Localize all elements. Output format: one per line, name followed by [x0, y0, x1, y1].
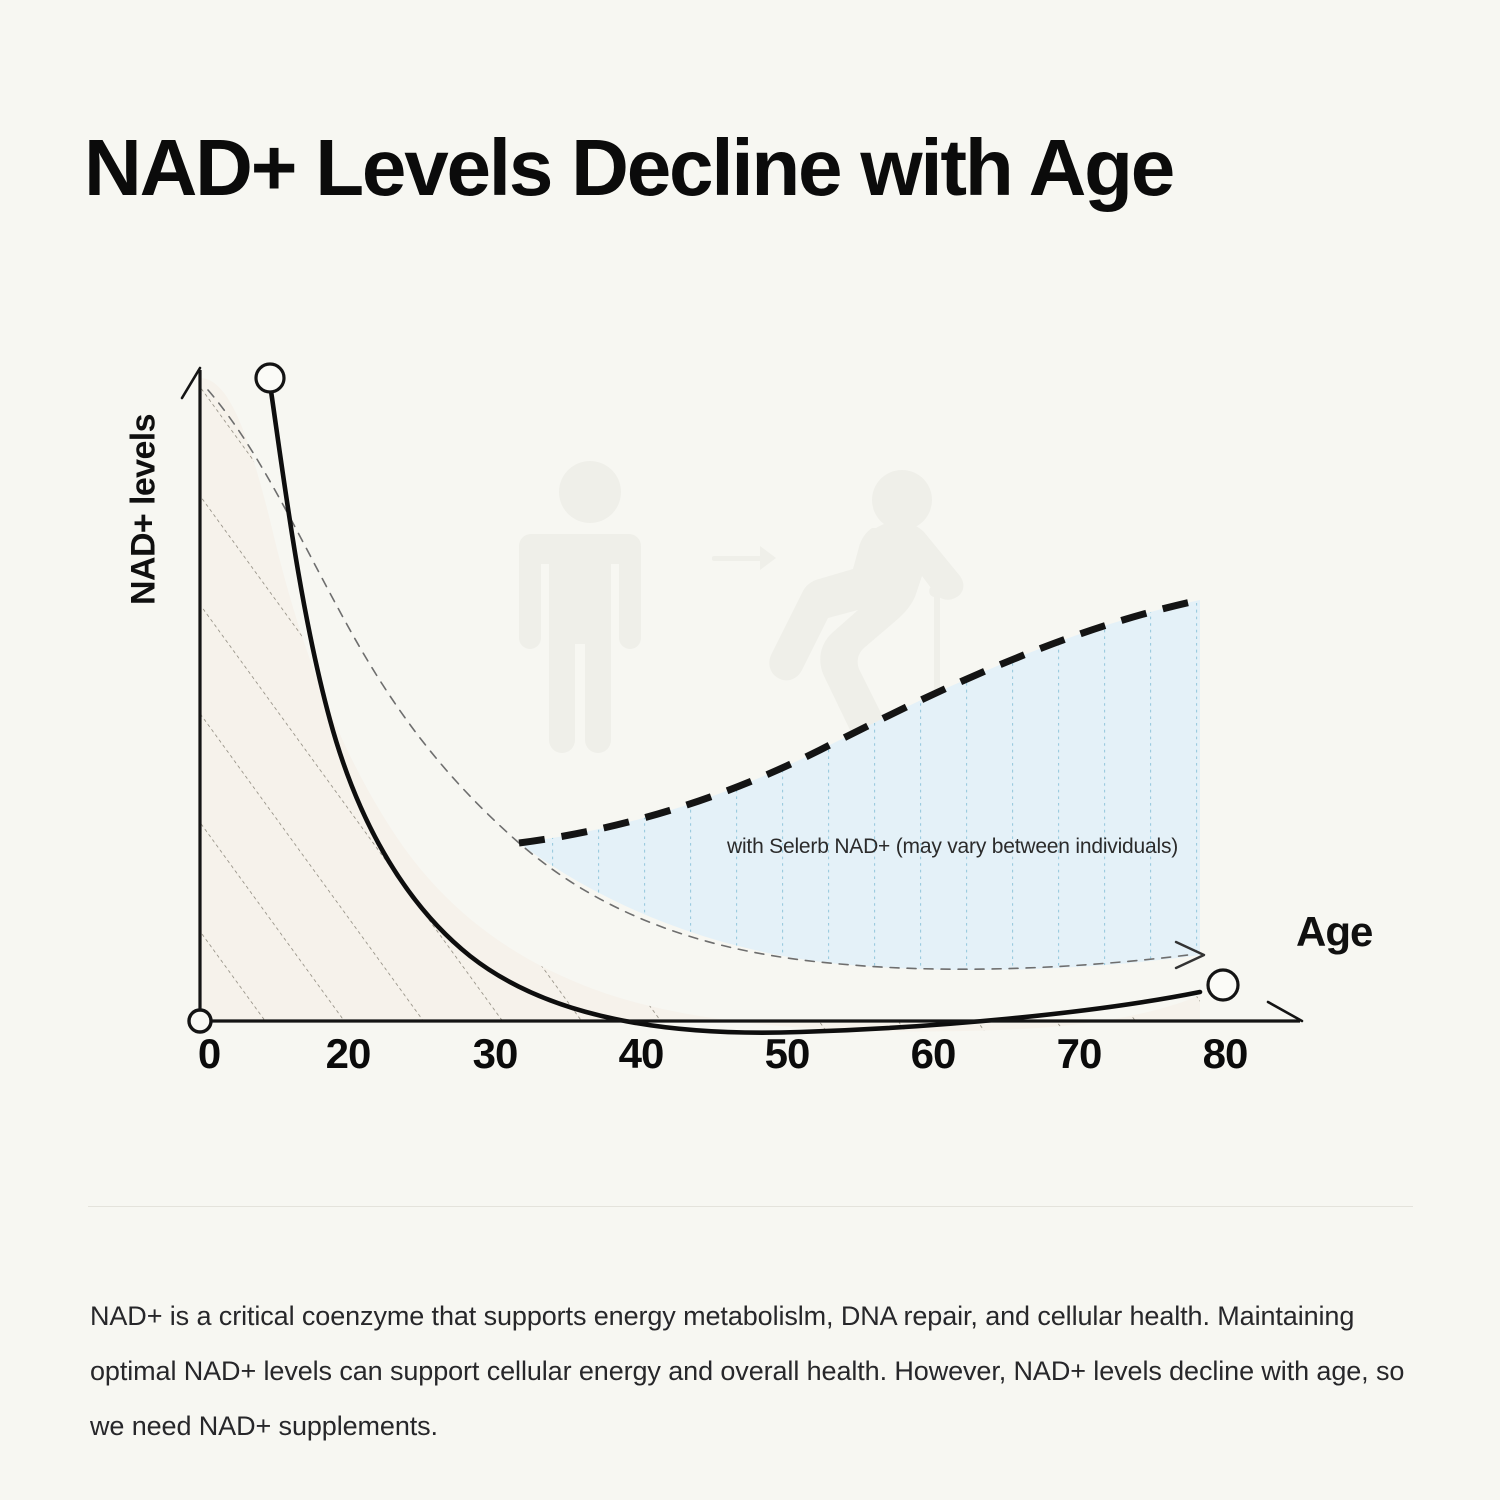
baseline-guide-curve [207, 389, 1189, 971]
x-tick-label-50: 50 [764, 1030, 811, 1077]
curve-start-marker [254, 362, 286, 394]
x-tick-label-60: 60 [910, 1030, 957, 1077]
chart-canvas [180, 362, 1304, 1035]
x-tick-label-40: 40 [618, 1030, 665, 1077]
description-paragraph: NAD+ is a critical coenzyme that support… [90, 1301, 1405, 1441]
x-tick-label-0: 0 [197, 1030, 221, 1077]
decline-curve [267, 381, 1203, 1035]
supplement-series-annotation: with Selerb NAD+ (may vary between indiv… [727, 835, 1179, 858]
x-tick-label-30: 30 [472, 1030, 519, 1077]
watermark-group [519, 461, 964, 753]
guide-curve-arrowhead [1174, 940, 1206, 970]
curve-end-marker [1206, 968, 1240, 1002]
section-divider [88, 1206, 1413, 1207]
x-axis-arrowhead [1266, 1000, 1304, 1023]
young-person-icon [519, 461, 641, 753]
aging-arrow-icon [712, 546, 776, 570]
axes-group [180, 366, 1304, 1023]
x-tick-label-80: 80 [1202, 1030, 1249, 1077]
nad-decline-chart: NAD+ levels Age with Selerb NAD+ (may va… [0, 330, 1500, 1120]
x-tick-label-20: 20 [325, 1030, 372, 1077]
x-tick-label-70: 70 [1056, 1030, 1103, 1077]
y-axis-label: NAD+ levels [124, 414, 163, 605]
origin-marker [187, 1008, 213, 1034]
supplement-curve [518, 596, 1201, 847]
y-axis-arrowhead [180, 366, 202, 400]
x-axis-label: Age [1296, 908, 1373, 955]
page-title: NAD+ Levels Decline with Age [84, 122, 1175, 212]
